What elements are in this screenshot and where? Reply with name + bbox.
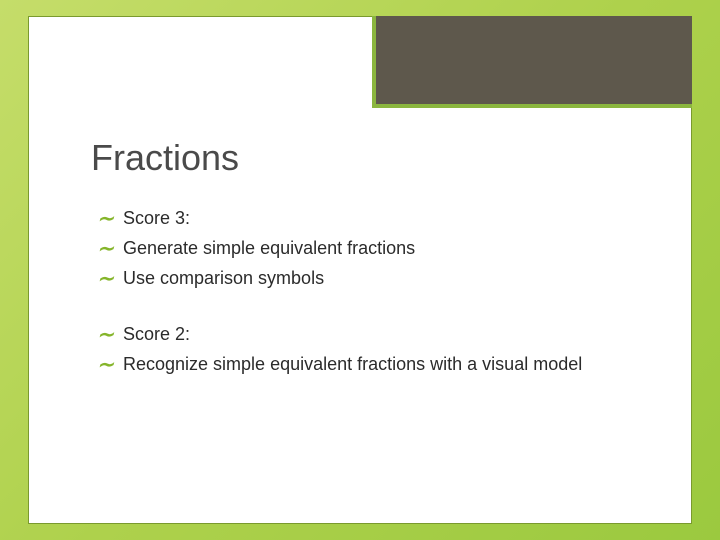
bullet-text: Score 3: (123, 208, 190, 228)
bullet-text: Generate simple equivalent fractions (123, 238, 415, 258)
bullet-text: Score 2: (123, 324, 190, 344)
bullet-icon: ∼ (97, 321, 111, 350)
bullet-text: Use comparison symbols (123, 268, 324, 288)
list-item: ∼Score 3: (103, 205, 643, 231)
header-accent-box (372, 16, 692, 108)
list-item: ∼Generate simple equivalent fractions (103, 235, 643, 261)
bullet-icon: ∼ (97, 351, 111, 380)
slide-content: Fractions ∼Score 3: ∼Generate simple equ… (91, 137, 643, 381)
list-spacer (103, 295, 643, 317)
slide-card: Fractions ∼Score 3: ∼Generate simple equ… (28, 16, 692, 524)
bullet-icon: ∼ (97, 265, 111, 294)
list-item: ∼Use comparison symbols (103, 265, 643, 291)
list-item: ∼Score 2: (103, 321, 643, 347)
bullet-icon: ∼ (97, 235, 111, 264)
bullet-text: Recognize simple equivalent fractions wi… (123, 354, 582, 374)
list-item: ∼Recognize simple equivalent fractions w… (103, 351, 643, 377)
bullet-list: ∼Score 3: ∼Generate simple equivalent fr… (91, 205, 643, 377)
slide-title: Fractions (91, 137, 643, 179)
bullet-icon: ∼ (97, 205, 111, 234)
